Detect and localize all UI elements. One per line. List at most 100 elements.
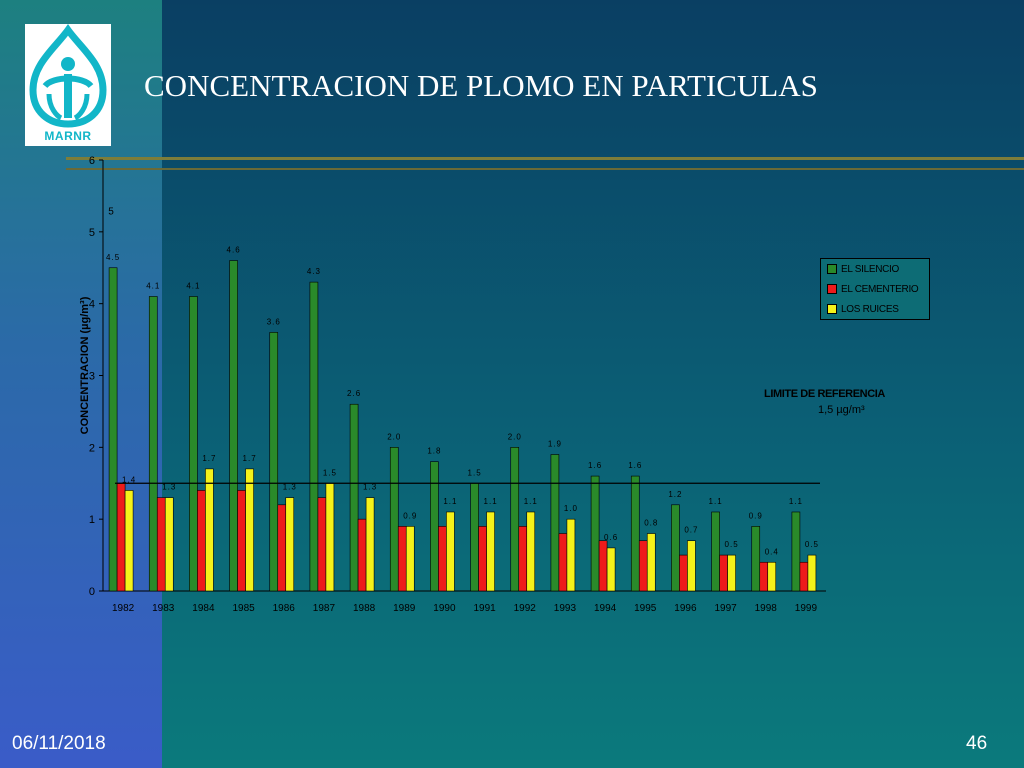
data-label-los-ruices-1993: 1.0	[564, 504, 578, 513]
bar-el-cementerio-1988	[357, 518, 367, 592]
data-label-el-silencio-1998: 0.9	[749, 511, 763, 520]
data-label-los-ruices-1983: 1.3	[162, 483, 176, 492]
bar-el-silencio-1984	[189, 296, 198, 592]
bar-el-cementerio-1998	[759, 561, 769, 592]
data-label-el-silencio-1993: 1.9	[548, 440, 562, 449]
data-label-el-silencio-1999: 1.1	[789, 497, 803, 506]
legend-item-los-ruices: LOS RUICES	[827, 304, 899, 318]
data-label-el-silencio-1985: 4.6	[227, 246, 241, 255]
data-label-los-ruices-1998: 0.4	[765, 547, 779, 556]
y-tick-label-4: 4	[89, 299, 95, 311]
bar-los-ruices-1990	[446, 511, 455, 592]
data-label-los-ruices-1984: 1.7	[202, 454, 216, 463]
x-tick-label-1996: 1996	[674, 603, 697, 614]
x-tick-label-1995: 1995	[634, 603, 657, 614]
data-label-los-ruices-1990: 1.1	[443, 497, 457, 506]
data-label-el-silencio-1995: 1.6	[628, 461, 642, 470]
x-tick-label-1994: 1994	[594, 603, 617, 614]
chart-legend: EL SILENCIO EL CEMENTERIO LOS RUICES	[820, 258, 930, 320]
bar-el-silencio-1993	[550, 454, 560, 592]
bar-el-silencio-1991	[470, 482, 479, 592]
bar-el-cementerio-1994	[598, 540, 608, 592]
bar-el-silencio-1992	[510, 447, 520, 592]
bar-el-silencio-1986	[269, 332, 279, 592]
bar-el-cementerio-1991	[478, 526, 487, 592]
data-label-los-ruices-1991: 1.1	[484, 497, 498, 506]
y-tick-label-5: 5	[89, 227, 95, 239]
legend-swatch-el-cementerio	[827, 284, 837, 295]
bar-el-cementerio-1987	[317, 497, 327, 592]
x-tick-label-1988: 1988	[353, 603, 376, 614]
data-label-los-ruices-1985: 1.7	[243, 454, 257, 463]
y-tick-label-3: 3	[89, 371, 95, 383]
data-label-los-ruices-1999: 0.5	[805, 540, 819, 549]
bar-los-ruices-1982	[124, 490, 134, 592]
bar-el-silencio-1982	[108, 267, 118, 592]
bar-el-cementerio-1983	[156, 497, 166, 592]
data-label-los-ruices-1987: 1.5	[323, 468, 337, 477]
bar-el-silencio-1999	[791, 511, 801, 592]
bar-los-ruices-1998	[767, 561, 777, 592]
y-tick-label-1: 1	[89, 514, 95, 526]
bar-el-silencio-1996	[671, 504, 680, 592]
bar-los-ruices-1983	[164, 497, 174, 592]
legend-label-el-silencio: EL SILENCIO	[841, 264, 900, 275]
bar-los-ruices-1993	[566, 518, 576, 592]
x-tick-label-1999: 1999	[795, 603, 818, 614]
x-tick-label-1983: 1983	[152, 603, 175, 614]
x-tick-label-1984: 1984	[192, 603, 215, 614]
legend-item-el-silencio: EL SILENCIO	[827, 264, 899, 278]
bar-los-ruices-1987	[325, 482, 335, 592]
bar-los-ruices-1989	[405, 526, 415, 592]
marnr-logo: MARNR	[25, 24, 111, 146]
logo-drop-icon	[29, 24, 107, 128]
y-tick-label-2: 2	[89, 442, 95, 454]
logo-text: MARNR	[44, 129, 92, 143]
bar-el-cementerio-1997	[719, 554, 728, 592]
data-label-el-silencio-1990: 1.8	[427, 447, 441, 456]
reference-limit-label: LIMITE DE REFERENCIA	[764, 388, 885, 400]
legend-swatch-el-silencio	[827, 264, 837, 275]
bar-el-cementerio-1982	[116, 482, 126, 592]
bar-el-silencio-1985	[229, 260, 238, 592]
bar-el-cementerio-1989	[397, 526, 407, 592]
data-label-los-ruices-1997: 0.5	[725, 540, 739, 549]
x-tick-label-1998: 1998	[755, 603, 778, 614]
x-tick-label-1992: 1992	[514, 603, 537, 614]
bar-el-silencio-1997	[711, 511, 720, 592]
y-tick-label-0: 0	[89, 586, 95, 598]
bar-el-cementerio-1984	[197, 490, 206, 592]
footer-page-number: 46	[966, 733, 988, 754]
chart-annotation-0: 5	[108, 206, 114, 217]
legend-label-el-cementerio: EL CEMENTERIO	[841, 284, 919, 295]
legend-item-el-cementerio: EL CEMENTERIO	[827, 284, 919, 298]
x-tick-label-1991: 1991	[473, 603, 496, 614]
data-label-el-silencio-1983: 4.1	[146, 281, 160, 290]
bar-los-ruices-1992	[526, 511, 536, 592]
bar-los-ruices-1984	[205, 468, 214, 592]
data-label-los-ruices-1992: 1.1	[524, 497, 538, 506]
bar-los-ruices-1999	[807, 554, 817, 592]
bar-el-silencio-1998	[751, 526, 761, 592]
bar-el-cementerio-1992	[518, 526, 528, 592]
data-label-el-silencio-1987: 4.3	[307, 267, 321, 276]
data-label-el-silencio-1986: 3.6	[267, 317, 281, 326]
data-label-los-ruices-1988: 1.3	[363, 483, 377, 492]
data-label-el-silencio-1984: 4.1	[186, 281, 200, 290]
bar-los-ruices-1985	[245, 468, 254, 592]
bar-el-silencio-1983	[148, 296, 158, 592]
x-tick-label-1997: 1997	[714, 603, 737, 614]
data-label-el-silencio-1996: 1.2	[668, 490, 682, 499]
data-label-el-silencio-1991: 1.5	[468, 468, 482, 477]
title-rule-top	[66, 157, 1024, 160]
bar-el-cementerio-1996	[679, 554, 688, 592]
bar-el-cementerio-1986	[277, 504, 287, 592]
data-label-el-silencio-1989: 2.0	[387, 432, 401, 441]
y-tick-label-6: 6	[89, 155, 95, 167]
bar-el-cementerio-1993	[558, 533, 568, 592]
bar-los-ruices-1996	[687, 540, 696, 592]
bar-el-silencio-1987	[309, 281, 319, 592]
x-tick-label-1985: 1985	[232, 603, 255, 614]
bar-los-ruices-1995	[646, 533, 656, 592]
